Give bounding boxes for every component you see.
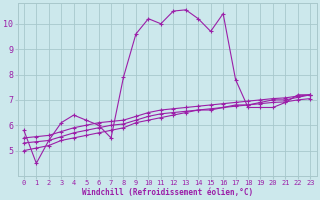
X-axis label: Windchill (Refroidissement éolien,°C): Windchill (Refroidissement éolien,°C) bbox=[82, 188, 253, 197]
